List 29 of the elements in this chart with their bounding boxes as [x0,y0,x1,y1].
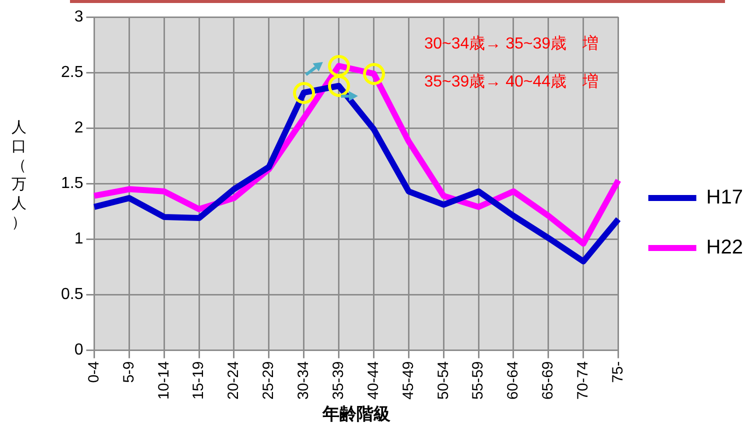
x-tick-label: 0-4 [85,361,102,383]
y-axis-title: 人口（万人） [10,118,28,232]
x-tick-label: 65-69 [540,361,557,400]
legend-label: H22 [706,236,744,259]
y-tick-label: 3 [74,8,84,26]
x-tick-label: 70-74 [574,361,592,400]
y-tick-label: 1.5 [60,175,84,192]
x-tick-label: 50-54 [434,361,452,400]
x-axis-title: 年齢階級 [321,404,390,424]
x-tick-label: 75- [609,361,626,383]
x-tick-label: 40-44 [364,361,382,400]
annotation: 35~39歳→ 40~44歳 増 [424,72,599,90]
annotation: 30~34歳→ 35~39歳 増 [424,34,599,52]
y-tick-label: 2 [74,119,84,136]
x-tick-label: 45-49 [400,361,417,400]
x-tick-label: 25-29 [260,361,278,400]
x-tick-label: 35-39 [330,361,347,400]
y-tick-label: 1 [74,230,84,248]
y-tick-label: 0.5 [60,286,84,304]
x-tick-label: 30-34 [295,361,312,400]
y-tick-label: 0 [74,342,84,359]
legend-label: H17 [706,186,744,209]
x-tick-label: 60-64 [504,361,522,400]
x-tick-label: 15-19 [190,361,208,400]
x-tick-label: 55-59 [470,361,487,400]
x-tick-label: 10-14 [155,361,172,400]
x-tick-label: 5-9 [120,361,138,383]
x-tick-label: 20-24 [225,361,242,400]
y-tick-label: 2.5 [60,64,84,81]
